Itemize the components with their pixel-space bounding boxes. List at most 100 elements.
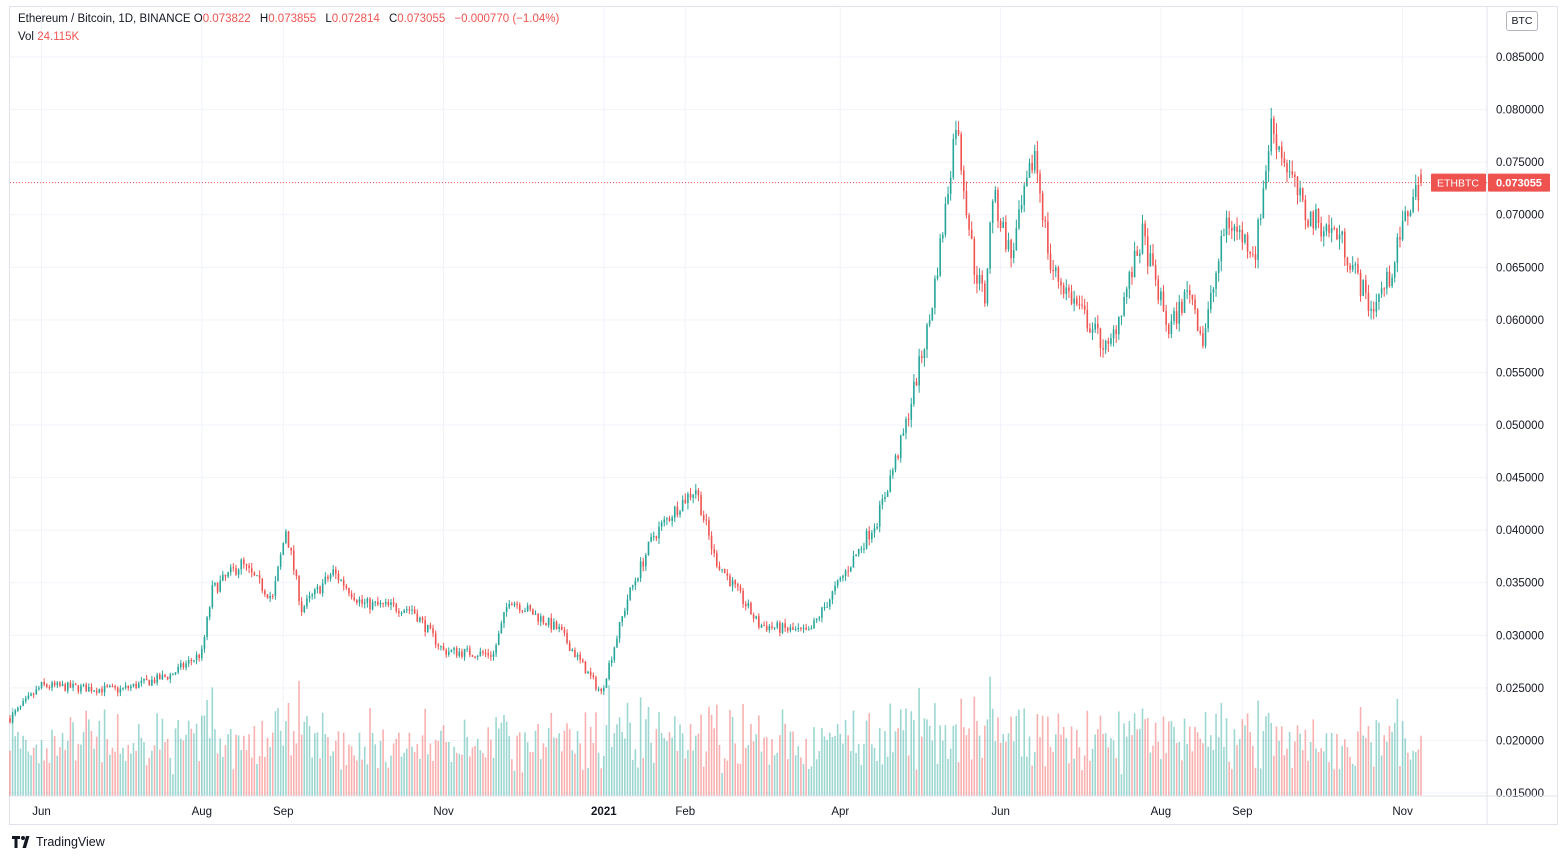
candle-body[interactable] [116, 687, 119, 693]
candle-body[interactable] [248, 565, 250, 569]
candle-body[interactable] [458, 651, 461, 656]
candle-body[interactable] [603, 687, 605, 692]
candle-body[interactable] [340, 579, 342, 581]
candle-body[interactable] [524, 611, 526, 613]
candle-body[interactable] [440, 646, 442, 648]
candle-body[interactable] [40, 681, 43, 688]
candle-body[interactable] [295, 570, 298, 577]
candle-body[interactable] [1388, 271, 1391, 287]
candle-body[interactable] [1078, 304, 1081, 306]
candle-body[interactable] [500, 623, 503, 634]
candle-body[interactable] [910, 404, 913, 420]
candle-body[interactable] [177, 666, 179, 673]
candle-body[interactable] [1304, 199, 1307, 221]
candle-body[interactable] [1099, 328, 1102, 348]
candle-body[interactable] [637, 578, 639, 581]
candle-body[interactable] [650, 536, 652, 542]
candle-body[interactable] [694, 490, 697, 495]
candle-body[interactable] [1317, 209, 1320, 224]
candle-body[interactable] [474, 656, 476, 658]
candle-body[interactable] [143, 678, 145, 681]
candle-body[interactable] [957, 130, 960, 135]
candle-body[interactable] [413, 609, 416, 614]
candle-body[interactable] [1375, 302, 1378, 312]
candle-body[interactable] [145, 678, 148, 681]
candle-body[interactable] [755, 616, 758, 619]
candle-body[interactable] [1315, 209, 1317, 229]
candle-body[interactable] [836, 580, 839, 586]
candle-body[interactable] [1412, 196, 1414, 212]
candle-body[interactable] [610, 660, 613, 663]
candle-body[interactable] [53, 682, 56, 686]
candle-body[interactable] [1267, 151, 1270, 172]
candle-body[interactable] [198, 654, 200, 659]
candle-body[interactable] [1144, 223, 1146, 237]
candle-body[interactable] [253, 572, 256, 576]
candle-body[interactable] [897, 455, 899, 459]
candle-body[interactable] [1333, 228, 1336, 230]
candle-body[interactable] [679, 511, 681, 515]
candle-body[interactable] [639, 561, 642, 579]
candle-body[interactable] [1280, 146, 1283, 159]
candle-body[interactable] [960, 134, 962, 171]
candle-body[interactable] [708, 520, 710, 536]
candle-body[interactable] [1041, 193, 1044, 221]
candle-body[interactable] [878, 504, 881, 527]
candle-body[interactable] [576, 654, 579, 657]
candle-body[interactable] [156, 674, 158, 683]
candle-body[interactable] [1081, 304, 1083, 306]
candle-body[interactable] [424, 620, 426, 633]
candle-body[interactable] [279, 554, 282, 567]
candle-body[interactable] [558, 626, 560, 629]
candle-body[interactable] [429, 624, 432, 629]
candle-body[interactable] [1228, 217, 1230, 229]
candle-body[interactable] [229, 567, 232, 573]
symbol-title[interactable]: Ethereum / Bitcoin, 1D, BINANCE [18, 13, 191, 25]
candle-body[interactable] [166, 676, 169, 680]
candle-body[interactable] [172, 674, 174, 676]
candle-body[interactable] [773, 627, 776, 629]
candle-body[interactable] [1162, 291, 1165, 311]
candle-body[interactable] [1188, 290, 1191, 295]
candle-body[interactable] [1354, 264, 1357, 266]
candle-body[interactable] [763, 625, 765, 627]
candle-body[interactable] [495, 645, 497, 654]
candle-body[interactable] [306, 598, 308, 607]
candle-body[interactable] [1383, 288, 1386, 290]
candle-body[interactable] [608, 662, 610, 679]
candle-body[interactable] [537, 613, 539, 622]
candle-body[interactable] [1002, 221, 1005, 228]
candle-body[interactable] [432, 628, 434, 634]
candle-body[interactable] [72, 683, 74, 688]
candle-body[interactable] [148, 680, 151, 686]
candle-body[interactable] [109, 685, 111, 687]
candle-body[interactable] [1312, 211, 1315, 229]
candle-body[interactable] [828, 599, 831, 607]
candle-body[interactable] [844, 570, 847, 577]
candle-body[interactable] [256, 575, 258, 577]
candle-body[interactable] [56, 682, 59, 686]
candle-body[interactable] [634, 580, 637, 586]
candle-body[interactable] [24, 698, 27, 702]
candle-body[interactable] [382, 602, 384, 604]
candle-body[interactable] [1146, 236, 1149, 267]
candle-body[interactable] [705, 519, 708, 521]
candle-body[interactable] [1396, 237, 1399, 263]
candle-body[interactable] [369, 598, 371, 610]
candle-body[interactable] [1057, 267, 1060, 282]
candle-body[interactable] [132, 683, 135, 687]
candle-body[interactable] [1325, 224, 1328, 232]
candle-body[interactable] [997, 190, 999, 222]
candle-body[interactable] [332, 569, 334, 576]
candle-body[interactable] [1399, 237, 1401, 240]
candle-body[interactable] [1125, 288, 1128, 297]
candle-body[interactable] [1178, 301, 1181, 324]
candle-body[interactable] [1196, 309, 1199, 331]
candle-body[interactable] [158, 674, 161, 680]
candle-body[interactable] [445, 649, 447, 655]
candle-body[interactable] [1370, 308, 1372, 311]
candle-body[interactable] [1152, 253, 1154, 266]
candle-body[interactable] [1070, 291, 1073, 304]
candle-body[interactable] [327, 576, 329, 579]
candle-body[interactable] [174, 672, 177, 675]
